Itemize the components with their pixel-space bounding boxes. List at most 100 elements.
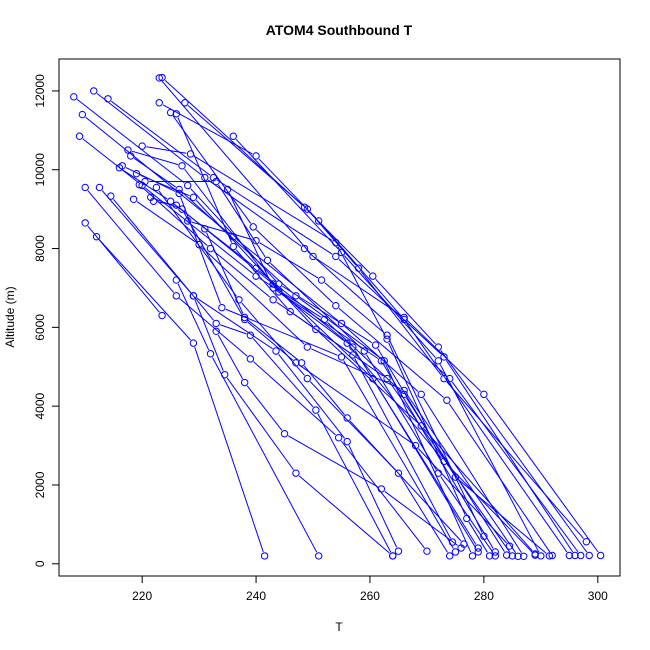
profile-segment xyxy=(324,282,385,333)
profile-segment xyxy=(217,334,244,380)
profile-segment xyxy=(82,138,140,184)
profile-series xyxy=(132,169,539,558)
data-point xyxy=(309,252,317,261)
profile-segment xyxy=(348,445,398,548)
data-point xyxy=(514,552,522,560)
profile-segment xyxy=(162,104,253,155)
data-point xyxy=(181,99,189,107)
profile-segment xyxy=(282,285,373,344)
profile-segment xyxy=(258,158,317,219)
data-point xyxy=(246,331,255,339)
data-point xyxy=(158,73,166,82)
data-point xyxy=(508,552,517,560)
data-point xyxy=(286,307,294,316)
data-point xyxy=(107,192,115,200)
data-point xyxy=(272,347,280,355)
profile-segment xyxy=(439,364,540,553)
y-tick-label: 8000 xyxy=(33,235,47,262)
data-point xyxy=(565,551,574,560)
profile-segment xyxy=(133,157,177,188)
data-point xyxy=(152,183,161,192)
data-point xyxy=(337,353,346,361)
data-point xyxy=(300,244,309,253)
profile-series xyxy=(129,195,522,560)
data-point xyxy=(332,301,340,310)
data-point xyxy=(505,542,514,550)
data-point xyxy=(189,193,198,202)
data-point xyxy=(206,350,215,358)
data-point xyxy=(292,469,300,477)
y-tick-label: 12000 xyxy=(33,74,47,108)
data-point xyxy=(531,551,539,559)
data-point xyxy=(491,552,499,560)
data-point xyxy=(146,193,155,202)
x-tick-label: 220 xyxy=(132,589,152,603)
profile-segment xyxy=(485,397,599,553)
data-point xyxy=(369,272,377,280)
profile-segment xyxy=(194,346,264,553)
profile-segment xyxy=(307,250,447,377)
profile-segment xyxy=(278,353,345,439)
profile-segment xyxy=(219,324,247,335)
profile-segment xyxy=(400,476,448,553)
profile-segment xyxy=(246,385,283,431)
profile-segment xyxy=(259,270,350,345)
profile-segment xyxy=(113,199,214,321)
data-point xyxy=(178,162,186,170)
data-point xyxy=(337,248,346,257)
data-point xyxy=(75,132,84,140)
data-point xyxy=(377,485,386,493)
profile-segment xyxy=(253,361,336,436)
data-point xyxy=(312,406,320,414)
profile-segment xyxy=(406,320,482,392)
data-point xyxy=(172,201,181,209)
profile-segment xyxy=(270,262,362,349)
data-point xyxy=(389,552,397,560)
data-point xyxy=(360,347,368,355)
data-point xyxy=(332,238,340,247)
profile-segment xyxy=(177,117,233,243)
profile-segment xyxy=(76,99,185,184)
data-point xyxy=(400,386,408,395)
data-point xyxy=(172,276,181,284)
profile-segment xyxy=(213,250,271,298)
data-point xyxy=(303,343,312,351)
profile-segment xyxy=(179,298,248,357)
data-point xyxy=(582,538,591,546)
y-axis-label: Altitude (m) xyxy=(3,286,17,347)
profile-segment xyxy=(374,381,477,549)
profile-segment xyxy=(191,221,253,240)
data-point xyxy=(292,292,300,300)
profile-series xyxy=(141,177,499,560)
data-point xyxy=(189,339,198,347)
profile-segment xyxy=(310,348,401,390)
data-point xyxy=(263,256,272,265)
data-point xyxy=(201,225,209,233)
data-point xyxy=(280,430,289,438)
data-point xyxy=(269,280,277,288)
data-point xyxy=(443,396,451,404)
data-point xyxy=(371,341,380,349)
data-point xyxy=(246,355,255,363)
data-point xyxy=(440,353,448,361)
x-tick-label: 240 xyxy=(246,589,266,603)
profile-segment xyxy=(99,239,191,341)
data-point xyxy=(249,223,257,231)
data-point xyxy=(81,183,89,192)
profile-segment xyxy=(236,238,339,322)
profile-segment xyxy=(146,146,187,154)
profile-segment xyxy=(309,211,357,266)
data-point xyxy=(485,552,494,560)
data-point xyxy=(448,538,457,546)
profile-segment xyxy=(140,174,190,197)
profile-segment xyxy=(85,116,231,235)
profile-series xyxy=(172,276,323,560)
profile-series xyxy=(95,183,403,555)
x-axis-label: T xyxy=(335,620,343,634)
data-point xyxy=(334,433,343,442)
profile-segment xyxy=(316,258,401,316)
profile-series xyxy=(81,183,431,555)
data-point xyxy=(577,551,585,560)
data-point xyxy=(315,217,323,225)
data-point xyxy=(135,181,144,189)
